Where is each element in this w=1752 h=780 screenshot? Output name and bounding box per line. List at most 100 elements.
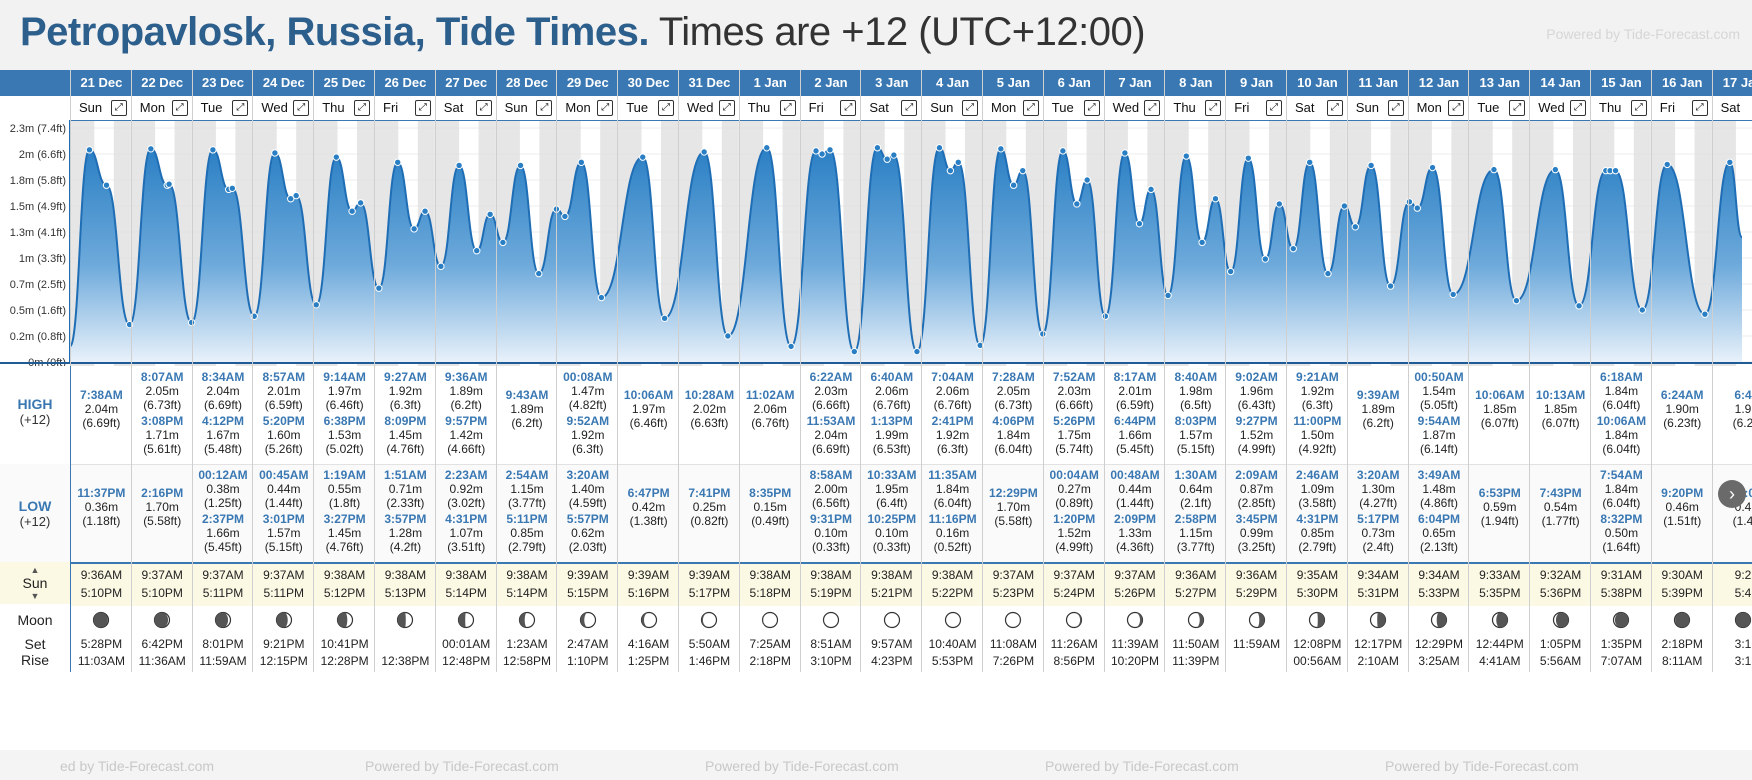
day-name-row: Sun ⤢: [1347, 96, 1409, 121]
moon-phase-icon: [214, 611, 232, 629]
expand-icon[interactable]: ⤢: [1326, 100, 1343, 116]
expand-icon[interactable]: ⤢: [1205, 100, 1222, 116]
tide-point: [421, 207, 429, 215]
low-height-ft: (1.77ft): [1541, 514, 1580, 528]
y-tick-label: 0.5m (1.6ft): [10, 305, 66, 317]
scroll-right-button[interactable]: ›: [1718, 480, 1746, 508]
expand-icon[interactable]: ⤢: [1265, 100, 1282, 116]
day-name: Wed: [687, 100, 714, 115]
low-tide-entry: 11:16PM 0.16m (0.52ft): [922, 512, 983, 554]
high-tide-entry: 9:57PM 1.42m (4.66ft): [436, 414, 497, 456]
expand-icon[interactable]: ⤢: [840, 100, 857, 116]
sun-cell: [861, 562, 923, 606]
expand-icon[interactable]: ⤢: [536, 100, 553, 116]
high-height-m: 1.84m: [1604, 384, 1639, 398]
expand-icon[interactable]: ⤢: [1630, 100, 1647, 116]
expand-icon[interactable]: ⤢: [961, 100, 978, 116]
day-name: Mon: [139, 100, 166, 115]
moon-set-time: 1:23AM: [506, 637, 548, 651]
high-cell: [192, 366, 254, 464]
low-cell: [314, 464, 375, 563]
expand-icon[interactable]: ⤢: [353, 100, 370, 116]
expand-icon[interactable]: ⤢: [1691, 100, 1708, 116]
expand-icon[interactable]: ⤢: [657, 100, 674, 116]
day-date: 28 Dec: [506, 75, 548, 90]
sun-cell: [375, 562, 436, 606]
expand-icon[interactable]: ⤢: [718, 100, 735, 116]
low-cell: [1408, 464, 1470, 563]
high-time: 8:57AM: [262, 370, 306, 384]
sunrise-time: 9:36AM: [1175, 568, 1217, 582]
sunrise-time: 9:37AM: [1053, 568, 1095, 582]
high-height-m: 2.01m: [267, 384, 301, 398]
low-height-ft: (6.04ft): [1602, 496, 1641, 510]
expand-icon[interactable]: ⤢: [232, 100, 249, 116]
low-height-ft: (4.76ft): [325, 540, 364, 554]
high-height-m: 1.90m: [1665, 402, 1699, 416]
high-time: 10:28AM: [684, 388, 735, 402]
low-cell: [375, 464, 436, 563]
day-column: 25 Dec Thu ⤢ 9:14AM 1.97m (6.46ft) 6:38PM 1.53m…: [313, 70, 375, 672]
sun-cell: [1104, 562, 1166, 606]
expand-icon[interactable]: ⤢: [1387, 100, 1404, 116]
expand-icon[interactable]: ⤢: [414, 100, 431, 116]
day-date: 21 Dec: [80, 75, 123, 90]
expand-icon[interactable]: ⤢: [1083, 100, 1100, 116]
low-time: 5:11PM: [506, 512, 548, 526]
tide-point: [1083, 176, 1091, 184]
expand-icon[interactable]: ⤢: [1509, 100, 1526, 116]
low-height-m: 1.30m: [1361, 482, 1395, 496]
moon-phase-icon: [944, 611, 961, 629]
expand-icon[interactable]: ⤢: [293, 100, 310, 116]
expand-icon[interactable]: ⤢: [1022, 100, 1039, 116]
tide-point: [1135, 219, 1144, 228]
moon-phase-icon: [1491, 611, 1508, 629]
low-cell: [618, 464, 679, 563]
day-name: Thu: [1599, 100, 1622, 115]
expand-icon[interactable]: ⤢: [110, 100, 127, 116]
low-height-ft: (6.04ft): [933, 496, 972, 510]
high-tide-entry: 9:54AM 1.87m (6.14ft): [1409, 414, 1470, 456]
expand-icon[interactable]: ⤢: [475, 100, 492, 116]
low-height-ft: (1.38ft): [629, 514, 668, 528]
tide-point: [486, 210, 494, 219]
low-height-m: 0.99m: [1239, 526, 1274, 540]
tide-point: [292, 191, 300, 200]
day-name: Mon: [991, 100, 1017, 115]
expand-icon[interactable]: ⤢: [901, 100, 918, 116]
expand-icon[interactable]: ⤢: [597, 100, 614, 116]
sun-cell: [192, 562, 254, 606]
day-name-row: Thu ⤢: [1591, 96, 1652, 121]
sunset-time: 5:14PM: [506, 586, 548, 600]
moon-rise-time: 2:18PM: [749, 654, 791, 668]
expand-icon[interactable]: ⤢: [1448, 100, 1465, 116]
footer-watermark: Powered by Tide-Forecast.com: [1385, 758, 1579, 774]
moon-rise-time: 7:07AM: [1600, 654, 1643, 668]
sunrise-time: 9:38AM: [810, 568, 852, 582]
high-height-ft: (6.73ft): [143, 398, 182, 412]
low-height-m: 0.54m: [1543, 500, 1578, 514]
low-height-m: 0.73m: [1361, 526, 1395, 540]
expand-icon[interactable]: ⤢: [171, 100, 188, 116]
day-date: 31 Dec: [688, 75, 731, 90]
high-height-ft: (6.14ft): [1419, 442, 1458, 456]
sunset-time: 5:39PM: [1661, 586, 1703, 600]
low-height-ft: (2.33ft): [386, 496, 425, 510]
high-cell: [253, 366, 315, 464]
high-height-m: 1.45m: [388, 428, 423, 442]
low-tide-entry: 3:01PM 1.57m (5.15ft): [253, 512, 314, 554]
expand-icon[interactable]: ⤢: [779, 100, 796, 116]
low-label: LOW (+12): [0, 464, 71, 562]
low-tide-entry: 3:45PM 0.99m (3.25ft): [1226, 512, 1287, 554]
high-time: 00:08AM: [563, 370, 613, 384]
low-time: 2:46AM: [1296, 468, 1339, 482]
moon-set-time: 11:08AM: [989, 637, 1037, 651]
low-height-ft: (5.58ft): [143, 514, 182, 528]
expand-icon[interactable]: ⤢: [1144, 100, 1161, 116]
sunset-time: 5:24PM: [1053, 586, 1095, 600]
moon-set-time: 11:39AM: [1111, 637, 1159, 651]
low-cell: [1530, 464, 1591, 563]
high-time: 1:13PM: [870, 414, 913, 428]
high-tide-entry: 9:43AM 1.89m (6.2ft): [497, 388, 558, 430]
expand-icon[interactable]: ⤢: [1569, 100, 1586, 116]
